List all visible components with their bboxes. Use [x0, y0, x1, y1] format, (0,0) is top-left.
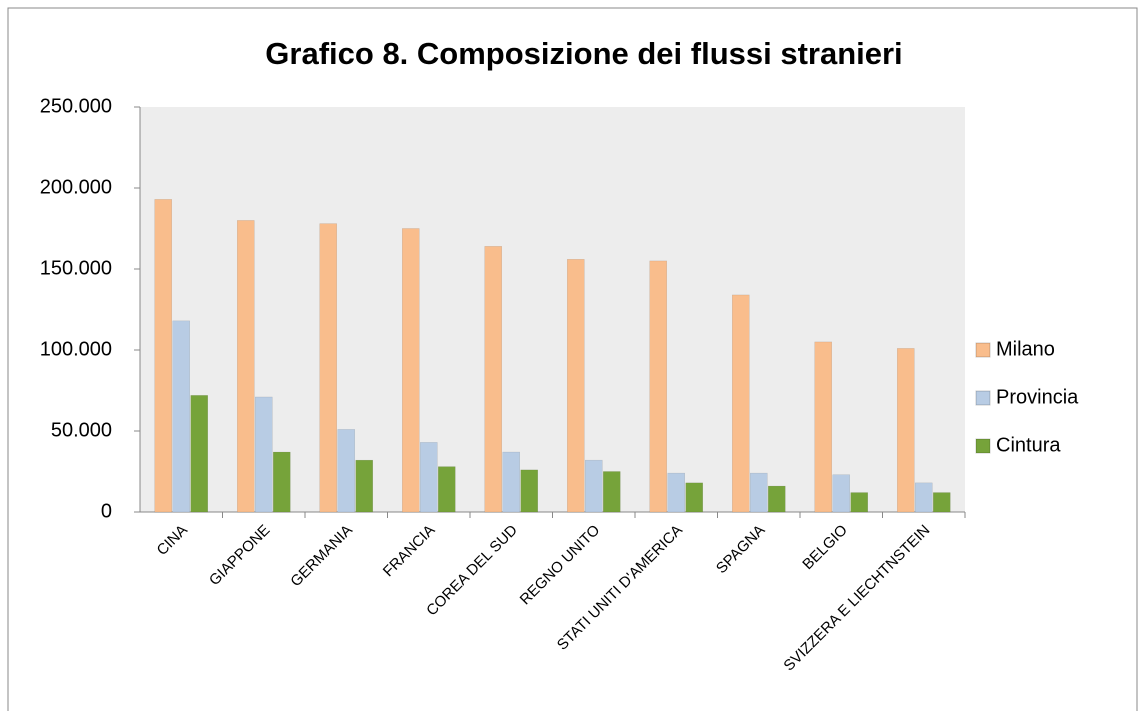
legend-label: Milano — [996, 338, 1055, 360]
bar — [190, 395, 208, 513]
bar — [832, 474, 850, 513]
bar — [649, 260, 667, 513]
bar — [319, 223, 337, 513]
bar — [154, 199, 172, 513]
bar — [603, 471, 621, 513]
bar — [915, 482, 933, 513]
legend-swatch — [975, 342, 991, 358]
bar — [438, 466, 456, 513]
legend-swatch — [975, 390, 991, 406]
legend-swatch — [975, 438, 991, 454]
bar — [732, 294, 750, 513]
bar — [750, 472, 768, 513]
x-tick-label: GERMANIA — [287, 522, 356, 591]
chart-frame — [7, 7, 1138, 711]
x-tick-label: REGNO UNITO — [517, 522, 604, 609]
bar — [502, 451, 520, 513]
bar — [667, 472, 685, 513]
bar — [814, 341, 832, 513]
x-tick-label: CINA — [154, 522, 191, 559]
bar — [402, 228, 420, 513]
bar — [273, 451, 291, 513]
y-tick-label: 0 — [101, 500, 112, 522]
bar — [768, 485, 786, 513]
bar — [897, 348, 915, 513]
bar — [484, 246, 502, 513]
y-tick-label: 200.000 — [40, 176, 112, 198]
bar — [850, 492, 868, 513]
x-tick-label: COREA DEL SUD — [423, 522, 521, 620]
bar — [255, 396, 273, 513]
bar — [585, 459, 603, 513]
legend-label: Provincia — [996, 386, 1079, 408]
bar — [355, 459, 373, 513]
bar — [520, 469, 538, 513]
x-tick-label: SVIZZERA E LIECHTNSTEIN — [780, 522, 933, 675]
x-tick-label: BELGIO — [799, 522, 851, 574]
y-tick-label: 50.000 — [51, 419, 112, 441]
x-tick-label: GIAPPONE — [206, 522, 273, 589]
bar — [172, 320, 190, 513]
y-tick-label: 250.000 — [40, 95, 112, 117]
x-tick-label: SPAGNA — [713, 522, 768, 577]
bar — [420, 442, 438, 513]
chart-title: Grafico 8. Composizione dei flussi stran… — [265, 36, 902, 71]
y-tick-label: 150.000 — [40, 257, 112, 279]
bar — [237, 220, 255, 513]
legend-label: Cintura — [996, 434, 1061, 456]
y-tick-label: 100.000 — [40, 338, 112, 360]
bar — [337, 429, 355, 513]
bar — [685, 482, 703, 513]
bar — [933, 492, 951, 513]
bar — [567, 259, 585, 513]
x-tick-label: FRANCIA — [380, 522, 439, 581]
